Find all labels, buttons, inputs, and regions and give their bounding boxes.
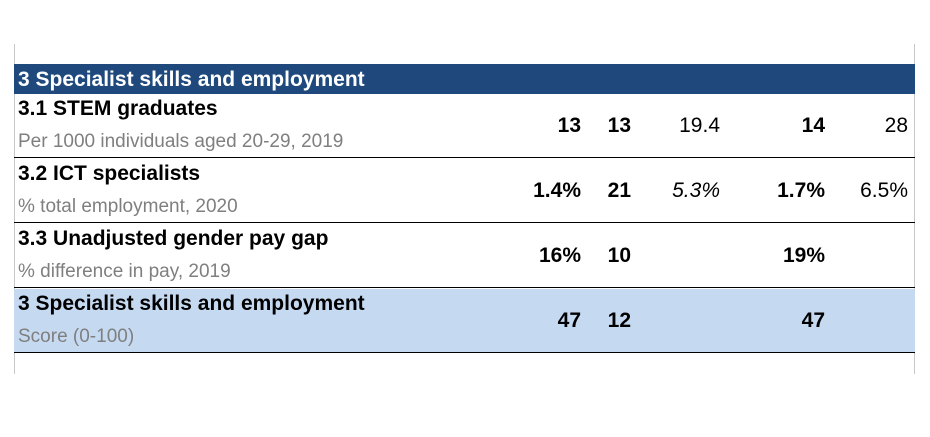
row-value-2: 21: [607, 179, 631, 202]
row-value-4: 14: [801, 114, 825, 137]
row-value-3: 5.3%: [672, 179, 720, 202]
row-subtitle: % total employment, 2020: [18, 196, 238, 217]
row-value-2: 12: [607, 309, 631, 332]
table-row-ict-specialists: 3.2 ICT specialists % total employment, …: [14, 159, 915, 223]
row-value-2: 13: [607, 114, 631, 137]
row-value-4: 1.7%: [777, 179, 825, 202]
row-value-1: 16%: [538, 244, 581, 267]
indicator-table: 3 Specialist skills and employment 3.1 S…: [14, 44, 915, 374]
row-subtitle: % difference in pay, 2019: [18, 261, 231, 282]
row-title: 3.3 Unadjusted gender pay gap: [18, 227, 329, 250]
row-value-1: 47: [557, 309, 581, 332]
table-row-stem-graduates: 3.1 STEM graduates Per 1000 individuals …: [14, 94, 915, 158]
row-title: 3.2 ICT specialists: [18, 162, 201, 185]
table-row-gender-pay-gap: 3.3 Unadjusted gender pay gap % differen…: [14, 224, 915, 288]
table-right-border: [914, 44, 915, 374]
row-value-1: 1.4%: [533, 179, 581, 202]
row-subtitle: Per 1000 individuals aged 20-29, 2019: [18, 131, 344, 152]
row-subtitle: Score (0-100): [18, 326, 135, 347]
row-title: 3.1 STEM graduates: [18, 97, 218, 120]
row-value-4: 47: [801, 309, 825, 332]
row-value-5: 6.5%: [860, 179, 908, 202]
table-row-score: 3 Specialist skills and employment Score…: [14, 289, 915, 353]
row-value-2: 10: [607, 244, 631, 267]
row-title: 3 Specialist skills and employment: [18, 292, 365, 315]
row-value-4: 19%: [782, 244, 825, 267]
row-value-3: 19.4: [679, 114, 720, 137]
section-header: 3 Specialist skills and employment: [14, 64, 915, 94]
table-left-border: [14, 44, 15, 374]
row-value-1: 13: [557, 114, 581, 137]
row-value-5: 28: [884, 114, 908, 137]
